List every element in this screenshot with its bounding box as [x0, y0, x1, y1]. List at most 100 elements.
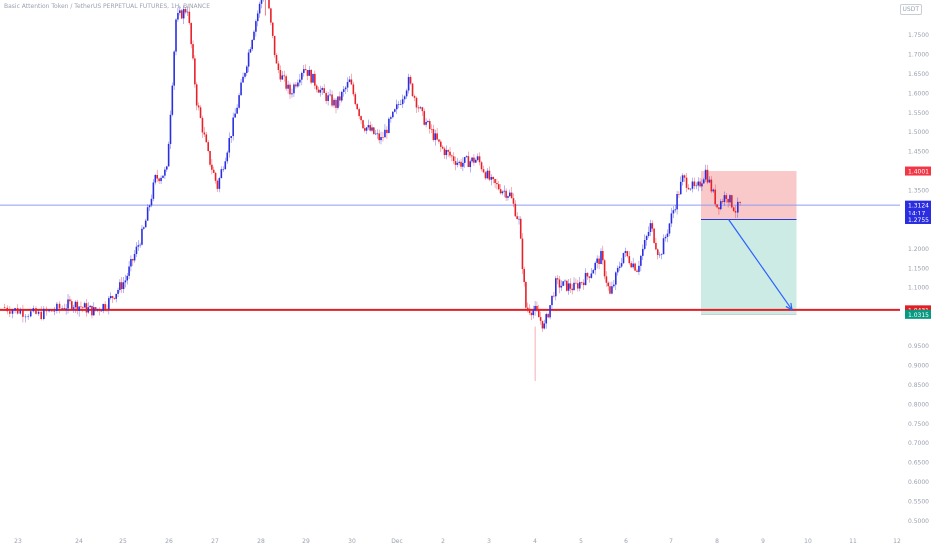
candle-body: [312, 73, 314, 83]
candle-body: [664, 236, 667, 239]
candle-body: [507, 196, 509, 198]
time-axis[interactable]: 23 24 25 26 27 28 29 30 Dec 2 3 4 5 6 7 8 9 10 11 12: [14, 538, 901, 545]
candle-body: [238, 95, 240, 108]
candle-body: [630, 263, 633, 268]
candle-body: [180, 10, 183, 19]
candle-body: [352, 84, 355, 95]
candle-body: [297, 82, 299, 87]
candle-body: [260, 0, 263, 4]
x-tick-label: 24: [75, 538, 83, 545]
candle-body: [704, 169, 707, 180]
candle-body: [279, 70, 282, 80]
candle-body: [423, 111, 426, 125]
candle-body: [323, 88, 325, 94]
candle-body: [451, 155, 453, 157]
candle-body: [108, 298, 110, 310]
y-tick-label: 0.5000: [908, 518, 929, 525]
price-axis[interactable]: 1.7500 1.7000 1.6500 1.6000 1.5500 1.5000 1.45…: [908, 32, 929, 525]
candle-body: [430, 128, 433, 130]
candle-body: [24, 316, 27, 318]
candle-body: [480, 162, 483, 170]
current-price-label-bg: [905, 200, 931, 218]
candle-body: [270, 8, 272, 23]
candle-body: [632, 263, 634, 268]
candle-body: [539, 317, 542, 321]
candle-body: [718, 207, 720, 210]
candle-body: [683, 175, 686, 178]
candle-body: [725, 195, 728, 199]
candle-body: [384, 129, 386, 138]
candle-body: [291, 93, 293, 95]
candle-body: [175, 19, 177, 52]
candle-body: [702, 179, 705, 184]
candle-body: [327, 95, 329, 101]
candle-body: [360, 116, 362, 121]
candle-body: [192, 44, 194, 59]
projection-line: [728, 219, 793, 311]
candle-body: [310, 69, 312, 83]
candle-body: [465, 156, 468, 158]
candle-body: [628, 256, 631, 264]
candle-body: [512, 198, 515, 204]
candle-body: [124, 280, 127, 283]
candle-body: [556, 278, 559, 280]
candle-body: [697, 181, 700, 186]
candle-body: [53, 310, 56, 312]
candle-body: [712, 189, 715, 192]
x-tick-label: 8: [715, 538, 719, 545]
candle-body: [195, 84, 198, 106]
candle-body: [737, 201, 739, 213]
candle-body: [224, 161, 227, 170]
currency-badge[interactable]: USDT: [899, 4, 922, 15]
candle-body: [209, 150, 211, 165]
candle-body: [434, 133, 437, 140]
candle-body: [150, 198, 153, 206]
candle-body: [374, 133, 377, 135]
candle-body: [693, 181, 696, 186]
candle-body: [364, 128, 366, 131]
candle-body: [428, 121, 431, 129]
candle-body: [303, 69, 305, 73]
candle-body: [156, 175, 159, 179]
candle-body: [582, 282, 585, 286]
candle-body: [401, 99, 404, 105]
candle-body: [510, 192, 513, 199]
candle-body: [536, 305, 538, 311]
candle-body: [315, 85, 318, 90]
target-price-label-bg: [905, 309, 931, 319]
candle-body: [29, 311, 32, 317]
candle-body: [177, 12, 179, 20]
candle-body: [454, 161, 457, 165]
candle-body: [521, 238, 524, 270]
candle-body: [592, 270, 595, 274]
candle-body: [63, 308, 66, 310]
candle-body: [739, 201, 741, 203]
y-tick-label: 1.7000: [908, 51, 929, 58]
candle-body: [167, 143, 170, 167]
candle-body: [649, 223, 652, 232]
candle-body: [342, 89, 345, 92]
candle-body: [222, 169, 225, 170]
candle-body: [670, 213, 673, 224]
candle-body: [340, 91, 343, 101]
y-tick-label: 1.3500: [908, 188, 929, 195]
candle-body: [211, 164, 213, 170]
candle-body: [273, 35, 276, 56]
candle-body: [131, 259, 134, 261]
candle-body: [247, 52, 250, 67]
candle-body: [436, 133, 438, 140]
candle-body: [226, 152, 229, 162]
candle-body: [87, 307, 90, 313]
candle-body: [553, 295, 555, 297]
candle-body: [194, 58, 196, 85]
x-tick-label: 11: [849, 538, 857, 545]
candle-body: [691, 181, 694, 189]
y-tick-label: 0.7500: [908, 421, 929, 428]
candle-body: [490, 177, 493, 180]
candle-body: [130, 259, 132, 267]
candle-body: [144, 220, 147, 228]
candle-body: [622, 252, 625, 264]
y-tick-label: 1.6500: [908, 71, 929, 78]
